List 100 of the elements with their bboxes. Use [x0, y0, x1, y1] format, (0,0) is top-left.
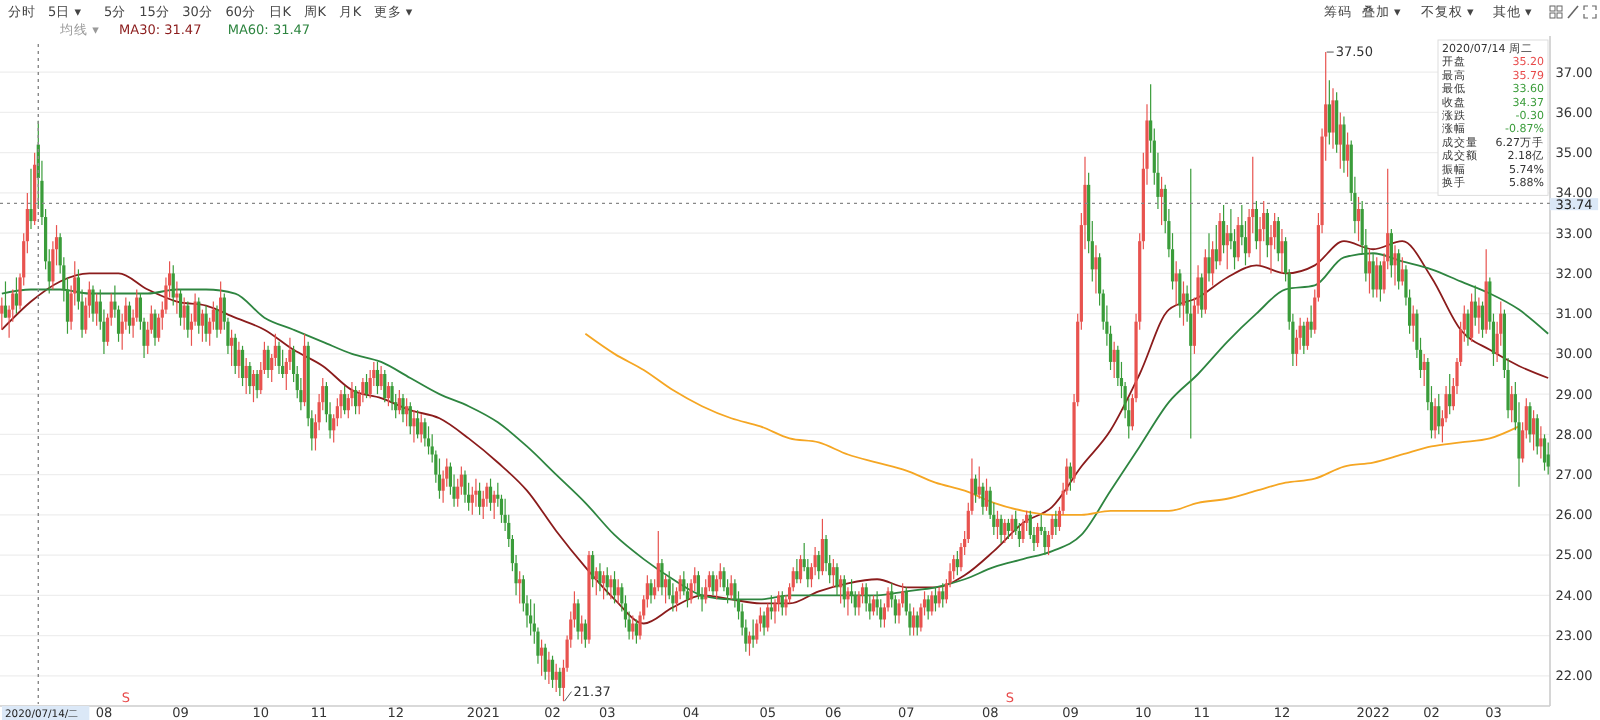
- candlestick: [1159, 176, 1164, 226]
- candlestick: [1546, 441, 1550, 476]
- candlestick: [415, 409, 420, 439]
- candlestick: [1174, 260, 1178, 307]
- candlestick: [397, 389, 401, 415]
- candlestick: [266, 345, 270, 379]
- candlestick: [1327, 79, 1331, 146]
- candlestick: [550, 655, 555, 689]
- candlestick: [1356, 196, 1361, 242]
- candlestick: [634, 618, 639, 645]
- candlestick: [204, 304, 208, 343]
- candlestick: [576, 598, 580, 641]
- candlestick: [1221, 204, 1226, 254]
- candlestick: [474, 478, 478, 508]
- candlestick: [915, 610, 919, 637]
- candlestick: [846, 586, 850, 617]
- candlestick: [795, 558, 799, 584]
- candlestick: [91, 284, 95, 323]
- candlestick: [594, 566, 598, 596]
- candlestick: [1068, 461, 1073, 492]
- candlestick: [1535, 413, 1539, 456]
- candlestick: [186, 300, 190, 339]
- candlestick: [605, 566, 609, 596]
- candlestick: [547, 651, 551, 685]
- candlestick: [1331, 87, 1335, 150]
- candlestick: [229, 329, 234, 367]
- candlestick: [751, 618, 755, 649]
- candlestick: [251, 369, 256, 403]
- candlestick: [1389, 228, 1393, 279]
- candlestick: [1305, 317, 1310, 351]
- candlestick: [977, 465, 981, 500]
- candlestick: [930, 590, 934, 617]
- candlestick: [1422, 353, 1426, 387]
- candlestick: [955, 550, 959, 576]
- candlestick: [240, 345, 245, 387]
- candlestick: [612, 570, 617, 604]
- candlestick: [933, 586, 938, 613]
- candlestick: [1302, 321, 1306, 355]
- candlestick: [200, 309, 205, 343]
- candlestick: [1276, 216, 1280, 262]
- candlestick: [941, 582, 945, 609]
- candlestick: [255, 369, 259, 399]
- candlestick: [277, 341, 281, 375]
- candlestick: [1345, 131, 1350, 178]
- candlestick: [1477, 296, 1481, 335]
- candlestick: [747, 630, 752, 657]
- candlestick: [1378, 260, 1383, 303]
- candlestick: [1207, 232, 1211, 283]
- candlestick: [237, 341, 241, 379]
- candlestick: [857, 590, 861, 617]
- candlestick: [952, 554, 956, 580]
- candlestick: [1371, 252, 1375, 299]
- candlestick: [379, 365, 383, 391]
- candlestick: [780, 590, 784, 617]
- candlestick: [1335, 91, 1339, 154]
- candlestick: [529, 598, 533, 637]
- candlestick: [390, 381, 394, 411]
- candlestick: [1035, 522, 1040, 548]
- candlestick: [1473, 284, 1477, 327]
- candlestick: [1397, 248, 1401, 291]
- candlestick: [470, 486, 474, 516]
- candlestick: [1225, 224, 1229, 270]
- candlestick: [1189, 168, 1193, 439]
- candlestick: [663, 574, 668, 604]
- candlestick: [1367, 248, 1372, 295]
- candlestick: [182, 296, 186, 331]
- candlestick: [762, 610, 766, 637]
- candlestick: [281, 349, 285, 379]
- candlestick: [244, 357, 248, 395]
- candlestick: [1338, 111, 1342, 170]
- candlestick: [835, 562, 839, 596]
- candlestick: [984, 478, 989, 512]
- candlestick: [879, 598, 883, 629]
- candlestick: [215, 304, 219, 339]
- candlestick: [481, 490, 485, 520]
- candlestick: [656, 530, 660, 592]
- candlestick: [1003, 518, 1007, 544]
- candlestick: [995, 510, 1000, 540]
- candlestick: [558, 667, 562, 697]
- candlestick: [408, 401, 412, 435]
- candlestick: [973, 474, 978, 504]
- candlestick: [1006, 518, 1011, 540]
- candlestick: [477, 482, 482, 516]
- candlestick: [343, 385, 347, 415]
- candlestick: [171, 264, 175, 307]
- candlestick: [1469, 292, 1474, 343]
- candlestick: [426, 425, 431, 456]
- candlestick: [3, 280, 8, 319]
- candlestick: [1480, 300, 1485, 339]
- candlestick: [383, 369, 387, 403]
- candlestick: [1021, 518, 1025, 544]
- candlestick: [1531, 409, 1536, 452]
- candlestick: [842, 574, 846, 609]
- candlestick: [127, 300, 132, 335]
- candlestick: [616, 578, 620, 604]
- candlestick: [820, 518, 825, 576]
- candlestick: [871, 594, 876, 617]
- candlestick: [864, 582, 868, 613]
- candlestick: [29, 168, 33, 230]
- candlestick: [233, 333, 237, 375]
